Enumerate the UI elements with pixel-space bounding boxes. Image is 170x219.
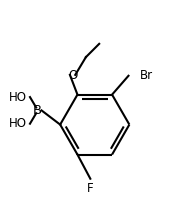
Text: F: F <box>87 182 94 195</box>
Text: HO: HO <box>8 91 26 104</box>
Text: HO: HO <box>8 117 26 130</box>
Text: O: O <box>68 69 77 82</box>
Text: B: B <box>32 104 42 117</box>
Text: Br: Br <box>140 69 153 82</box>
